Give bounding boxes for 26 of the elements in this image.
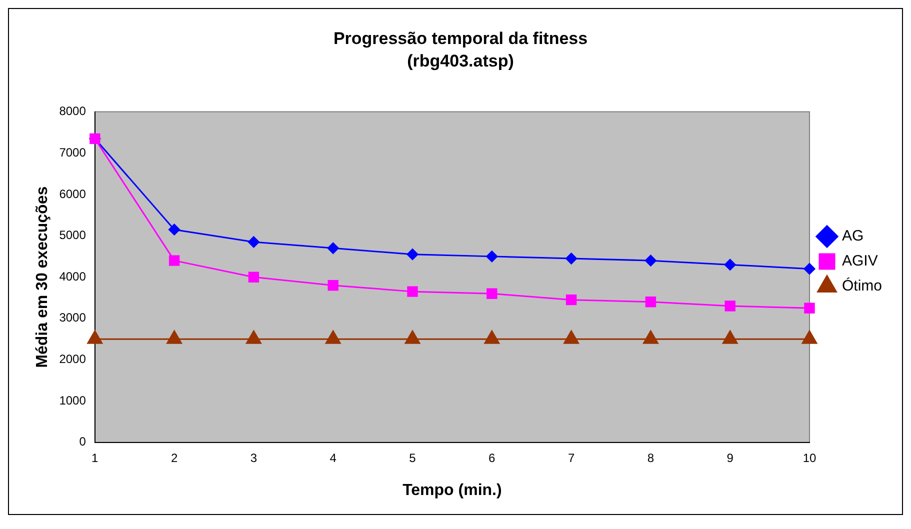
y-tick-label: 4000	[59, 269, 86, 284]
x-tick-label: 1	[92, 450, 99, 465]
x-tick-label: 10	[802, 450, 816, 465]
chart-title: Progressão temporal da fitness	[333, 28, 588, 48]
legend-label: AGIV	[842, 252, 878, 270]
x-tick-label: 8	[647, 450, 654, 465]
legend-label: AG	[842, 228, 864, 245]
x-tick-label: 3	[250, 450, 258, 465]
x-tick-label: 5	[409, 450, 416, 465]
y-tick-label: 3000	[59, 310, 86, 325]
y-tick-label: 5000	[59, 228, 86, 242]
y-axis-title: Média em 30 execuções	[34, 186, 52, 368]
y-tick-label: 6000	[59, 186, 86, 201]
y-tick-label: 2000	[59, 352, 86, 366]
x-tick-label: 2	[170, 450, 178, 465]
chart-subtitle: (rbg403.atsp)	[407, 51, 514, 70]
x-tick-label: 9	[726, 450, 734, 465]
y-tick-label: 1000	[59, 393, 86, 408]
x-tick-label: 7	[568, 450, 575, 465]
y-tick-label: 7000	[59, 145, 86, 160]
x-tick-label: 4	[330, 450, 337, 465]
x-tick-label: 6	[488, 450, 496, 465]
y-tick-label: 8000	[59, 104, 86, 118]
y-tick-label: 0	[79, 434, 86, 449]
x-axis-title: Tempo (min.)	[402, 482, 502, 499]
legend-label: Ótimo	[842, 276, 882, 295]
